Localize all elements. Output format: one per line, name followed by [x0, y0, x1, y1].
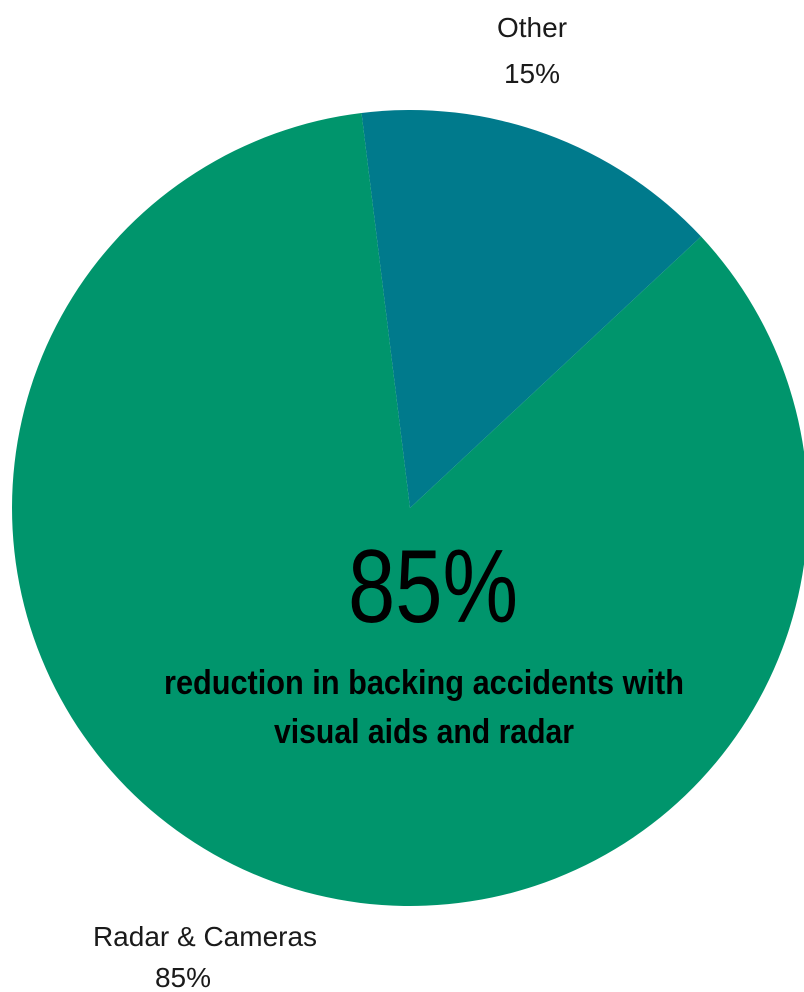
label-other: Other — [497, 12, 567, 43]
pie-slices — [12, 110, 804, 906]
pie-slice-other — [361, 110, 702, 508]
value-other: 15% — [504, 58, 560, 89]
center-line-1: reduction in backing accidents with — [164, 664, 684, 702]
label-radar-cameras: Radar & Cameras — [93, 921, 317, 952]
center-headline: 85% — [348, 529, 518, 645]
pie-slice-radar-cameras — [12, 112, 804, 906]
value-radar-cameras: 85% — [155, 962, 211, 992]
center-line-2: visual aids and radar — [274, 713, 574, 751]
